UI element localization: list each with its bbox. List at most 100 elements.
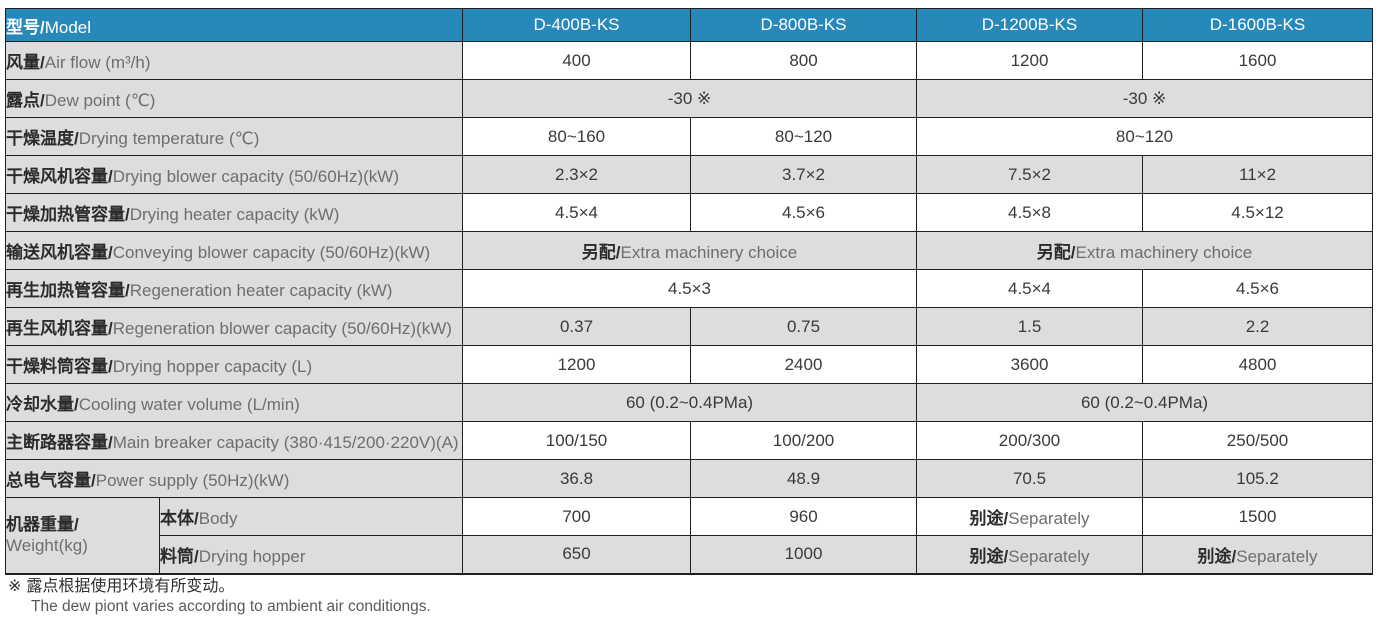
model-column-header-3: D-1200B-KS: [916, 8, 1144, 42]
weight-group-label-en: Weight(kg): [6, 536, 88, 556]
row-label-en: Power supply (50Hz)(kW): [95, 471, 290, 490]
row-label: 风量/Air flow (m³/h): [4, 41, 464, 80]
weight-sub-label-en: Drying hopper: [198, 546, 306, 566]
value-cell: 0.37: [462, 307, 692, 346]
value-cell: 48.9: [690, 459, 918, 498]
row-label-en: Dew point (℃): [44, 91, 156, 110]
row-label-zh: 再生风机容量/: [6, 319, 113, 338]
value-cell: -30 ※: [462, 79, 918, 118]
row-label-zh: 再生加热管容量/: [6, 281, 130, 300]
model-column-header-2: D-800B-KS: [690, 8, 918, 42]
row-drying-heater-capacity: 干燥加热管容量/Drying heater capacity (kW) 4.5×…: [4, 193, 1374, 232]
value-cell: 80~160: [462, 117, 692, 156]
value-cell: 400: [462, 41, 692, 80]
row-label-en: Drying heater capacity (kW): [129, 205, 340, 224]
value-cell: 2400: [690, 345, 918, 384]
row-label-zh: 干燥温度/: [6, 129, 79, 148]
row-label: 干燥风机容量/Drying blower capacity (50/60Hz)(…: [4, 155, 464, 194]
value-cell: 800: [690, 41, 918, 80]
row-cooling-water-volume: 冷却水量/Cooling water volume (L/min) 60 (0.…: [4, 383, 1374, 422]
row-drying-hopper-capacity: 干燥料筒容量/Drying hopper capacity (L) 1200 2…: [4, 345, 1374, 384]
row-label: 露点/Dew point (℃): [4, 79, 464, 118]
row-label-zh: 干燥料筒容量/: [6, 357, 113, 376]
row-label-zh: 输送风机容量/: [6, 243, 113, 262]
value-cell: 60 (0.2~0.4PMa): [916, 383, 1374, 422]
value-cell: 3600: [916, 345, 1144, 384]
value-cell: 别途/Separately: [1142, 535, 1374, 574]
value-zh: 另配/: [1036, 243, 1076, 262]
value-cell: 别途/Separately: [916, 497, 1144, 536]
row-label-en: Drying hopper capacity (L): [112, 357, 313, 376]
value-zh: 别途/: [969, 546, 1009, 566]
model-header-label-zh: 型号/: [6, 17, 45, 37]
value-cell: 1600: [1142, 41, 1374, 80]
row-label-zh: 露点/: [6, 91, 45, 110]
value-cell: 4.5×8: [916, 193, 1144, 232]
row-label-en: Conveying blower capacity (50/60Hz)(kW): [112, 243, 431, 262]
row-conveying-blower-capacity: 输送风机容量/Conveying blower capacity (50/60H…: [4, 231, 1374, 270]
weight-sub-label-zh: 料筒/: [160, 546, 199, 566]
row-label-en: Air flow (m³/h): [44, 53, 151, 72]
row-drying-temperature: 干燥温度/Drying temperature (℃) 80~160 80~12…: [4, 117, 1374, 156]
row-label-zh: 主断路器容量/: [6, 433, 113, 452]
value-cell: 4.5×6: [690, 193, 918, 232]
value-cell: 4800: [1142, 345, 1374, 384]
footnote: ※ 露点根据使用环境有所变动。 The dew piont varies acco…: [8, 577, 431, 617]
value-cell: 80~120: [690, 117, 918, 156]
value-cell: 另配/Extra machinery choice: [462, 231, 918, 270]
row-main-breaker-capacity: 主断路器容量/Main breaker capacity (380·415/20…: [4, 421, 1374, 460]
value-en: Extra machinery choice: [620, 243, 798, 262]
value-en: Separately: [1008, 509, 1090, 528]
row-label: 干燥料筒容量/Drying hopper capacity (L): [4, 345, 464, 384]
model-column-header-1: D-400B-KS: [462, 8, 692, 42]
value-cell: 100/150: [462, 421, 692, 460]
row-label-en: Main breaker capacity (380·415/200·220V)…: [112, 433, 459, 452]
value-cell: 0.75: [690, 307, 918, 346]
row-label-en: Drying blower capacity (50/60Hz)(kW): [112, 167, 399, 186]
footnote-text-en: The dew piont varies according to ambien…: [31, 598, 431, 616]
reference-mark: ※: [8, 578, 22, 595]
value-en: Separately: [1008, 546, 1090, 566]
value-cell: 200/300: [916, 421, 1144, 460]
weight-sub-label: 本体/Body: [158, 497, 464, 536]
row-air-flow: 风量/Air flow (m³/h) 400 800 1200 1600: [4, 41, 1374, 80]
model-header-label: 型号/Model: [4, 8, 464, 42]
row-label-zh: 冷却水量/: [6, 395, 79, 414]
value-cell: 1.5: [916, 307, 1144, 346]
value-cell: 4.5×12: [1142, 193, 1374, 232]
value-cell: 105.2: [1142, 459, 1374, 498]
value-cell: 另配/Extra machinery choice: [916, 231, 1374, 270]
row-label-en: Cooling water volume (L/min): [78, 395, 300, 414]
value-cell: 2.3×2: [462, 155, 692, 194]
value-cell: 1200: [916, 41, 1144, 80]
row-label: 干燥温度/Drying temperature (℃): [4, 117, 464, 156]
row-label: 主断路器容量/Main breaker capacity (380·415/20…: [4, 421, 464, 460]
weight-sub-label-en: Body: [198, 509, 238, 528]
value-en: Extra machinery choice: [1075, 243, 1253, 262]
value-cell: 700: [462, 497, 692, 536]
value-zh: 别途/: [969, 509, 1009, 528]
value-cell: 4.5×3: [462, 269, 918, 308]
row-label-zh: 总电气容量/: [6, 471, 96, 490]
model-header-label-en: Model: [44, 17, 92, 37]
value-zh: 另配/: [581, 243, 621, 262]
row-label: 输送风机容量/Conveying blower capacity (50/60H…: [4, 231, 464, 270]
value-cell: 960: [690, 497, 918, 536]
value-cell: 4.5×4: [916, 269, 1144, 308]
weight-group-label: 机器重量/Weight(kg): [5, 497, 160, 574]
row-label-zh: 干燥加热管容量/: [6, 205, 130, 224]
weight-sub-label: 料筒/Drying hopper: [158, 535, 464, 574]
header-row: 型号/Model D-400B-KS D-800B-KS D-1200B-KS …: [4, 8, 1374, 42]
row-regeneration-blower-capacity: 再生风机容量/Regeneration blower capacity (50/…: [4, 307, 1374, 346]
spec-table: 型号/Model D-400B-KS D-800B-KS D-1200B-KS …: [4, 8, 1374, 575]
weight-group-label-zh: 机器重量/: [6, 515, 79, 534]
value-cell: 1500: [1142, 497, 1374, 536]
value-cell: 100/200: [690, 421, 918, 460]
value-cell: 3.7×2: [690, 155, 918, 194]
weight-sub-label-zh: 本体/: [160, 509, 199, 528]
footnote-text-zh: 露点根据使用环境有所变动。: [26, 578, 235, 595]
value-cell: 别途/Separately: [916, 535, 1144, 574]
value-cell: 60 (0.2~0.4PMa): [462, 383, 918, 422]
value-cell: -30 ※: [916, 79, 1374, 118]
row-label: 总电气容量/Power supply (50Hz)(kW): [4, 459, 464, 498]
